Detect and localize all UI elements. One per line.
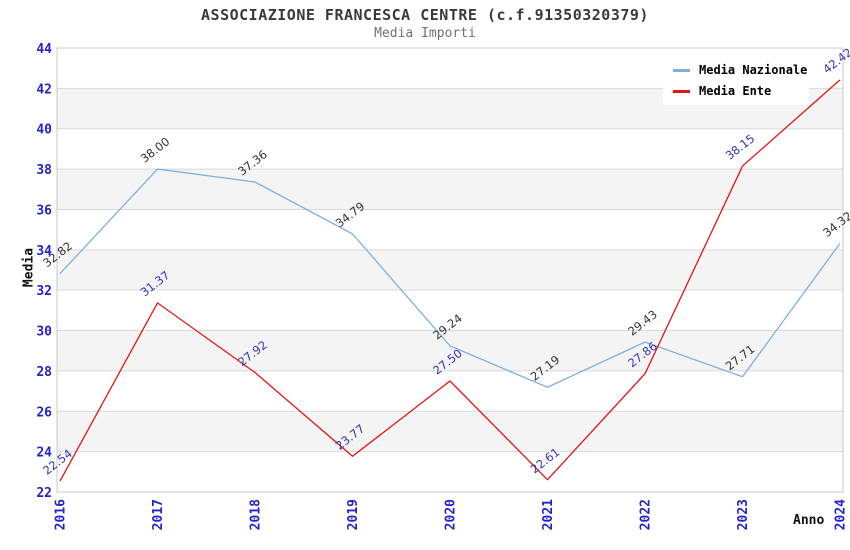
y-axis-tick-label: 22 [36,486,52,501]
y-axis-tick-label: 24 [36,446,52,461]
x-axis-tick-label: 2022 [639,499,654,530]
x-axis-tick-label: 2020 [444,499,459,530]
data-label-media-nazionale: 38.00 [138,134,173,165]
plot-border [56,47,844,493]
chart-title: ASSOCIAZIONE FRANCESCA CENTRE (c.f.91350… [201,6,649,24]
y-axis-tick-label: 38 [36,163,52,178]
legend-swatch-blue-line-icon [673,68,690,72]
y-axis-tick-label: 34 [36,244,52,259]
y-axis-tick-label: 30 [36,325,52,340]
grid-band [57,169,843,210]
grid-band [57,330,843,371]
x-axis-tick-label: 2019 [346,499,361,530]
x-axis-tick-label: 2017 [151,499,166,530]
y-axis-tick-label: 44 [36,42,52,57]
y-axis-tick-label: 42 [36,82,52,97]
x-axis-title: Anno [793,513,825,528]
x-axis-tick-label: 2024 [834,499,849,530]
series-line-media-nazionale [59,168,841,388]
x-axis-tick-label: 2023 [736,499,751,530]
legend-item-media-ente: Media Ente [673,84,803,98]
grid-band [57,249,843,291]
x-axis-tick-label: 2016 [54,499,69,530]
legend-item-media-nazionale: Media Nazionale [673,63,807,77]
y-axis-title: Media [21,247,37,288]
data-label-media-ente: 42.42 [820,45,850,76]
legend-label: Media Nazionale [699,63,808,77]
y-axis-tick-label: 28 [36,365,52,380]
grid-band [57,411,843,452]
x-axis-tick-label: 2021 [541,499,556,530]
y-axis-tick-label: 32 [36,284,52,299]
y-axis-tick-label: 36 [36,203,52,218]
legend-swatch-red-line-icon [673,89,690,93]
chart-subtitle: Media Importi [374,26,476,41]
y-axis-tick-label: 26 [36,405,52,420]
y-axis-tick-label: 40 [36,123,52,138]
chart-legend: Media Nazionale Media Ente [663,56,809,105]
x-axis-tick-label: 2018 [249,499,264,530]
legend-label: Media Ente [699,84,772,98]
data-label-media-nazionale: 34.32 [820,209,850,240]
series-line-media-ente [59,79,841,482]
